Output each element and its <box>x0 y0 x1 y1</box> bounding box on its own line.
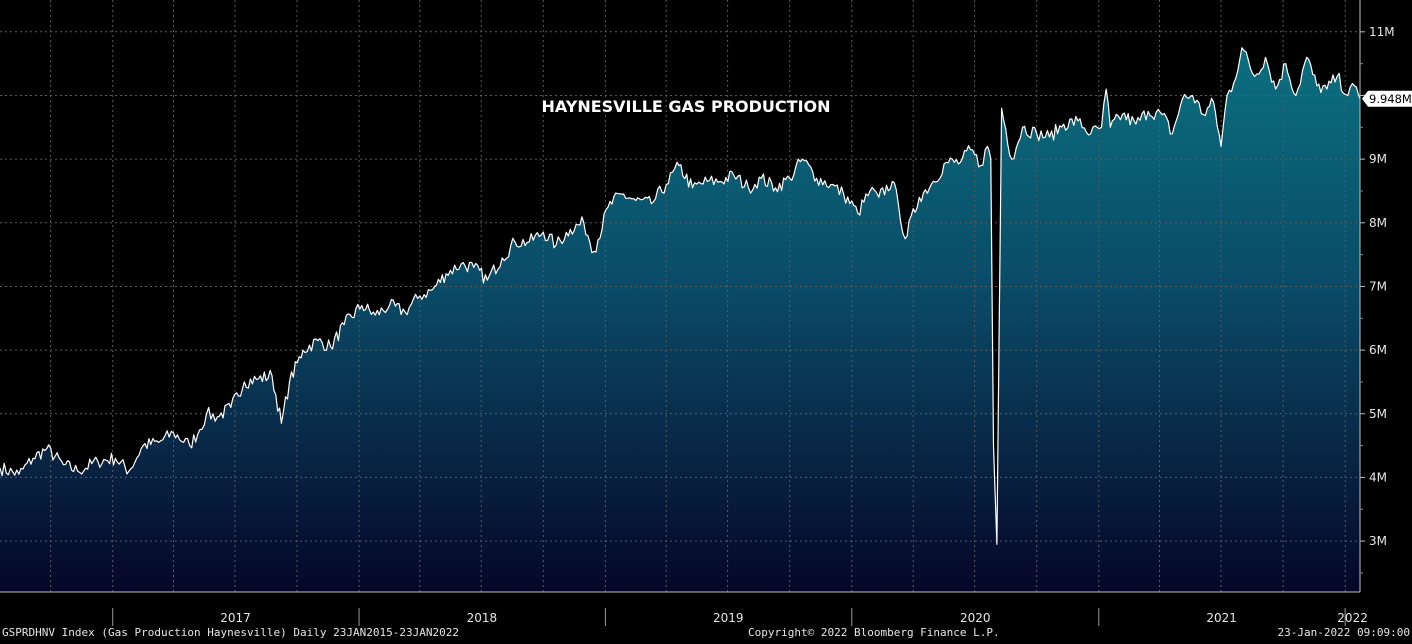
footer-left: GSPRDHNV Index (Gas Production Haynesvil… <box>2 626 459 639</box>
footer-center: Copyright© 2022 Bloomberg Finance L.P. <box>748 626 1000 639</box>
line-layer <box>0 47 1361 545</box>
y-tick-label: 8M <box>1369 216 1387 230</box>
footer-right: 23-Jan-2022 09:09:00 <box>1277 626 1410 639</box>
x-axis: 2017 2018 2019 2020 2021 2022 <box>112 608 1368 626</box>
y-tick-label: 11M <box>1369 25 1395 39</box>
x-tick-label: 2020 <box>960 611 991 625</box>
last-value-tag: 9.948M <box>1362 90 1412 107</box>
last-value-box <box>1362 90 1412 107</box>
y-tick-label: 5M <box>1369 407 1387 421</box>
y-tick-label: 4M <box>1369 470 1387 484</box>
x-tick-label: 2018 <box>467 611 498 625</box>
x-tick-label: 2019 <box>713 611 744 625</box>
series-area <box>0 47 1360 592</box>
y-tick-label: 7M <box>1369 279 1387 293</box>
y-tick-label: 9M <box>1369 152 1387 166</box>
y-tick-label: 6M <box>1369 343 1387 357</box>
y-axis: 3M 4M 5M 6M 7M 8M 9M 11M <box>1360 25 1395 574</box>
x-tick-label: 2017 <box>220 611 251 625</box>
x-tick-label: 2021 <box>1206 611 1237 625</box>
area-layer <box>0 47 1360 592</box>
x-tick-label: 2022 <box>1337 611 1368 625</box>
last-value-label: 9.948M <box>1369 92 1412 106</box>
series-line <box>0 47 1361 545</box>
y-tick-label: 3M <box>1369 534 1387 548</box>
chart-title: HAYNESVILLE GAS PRODUCTION <box>541 97 830 116</box>
